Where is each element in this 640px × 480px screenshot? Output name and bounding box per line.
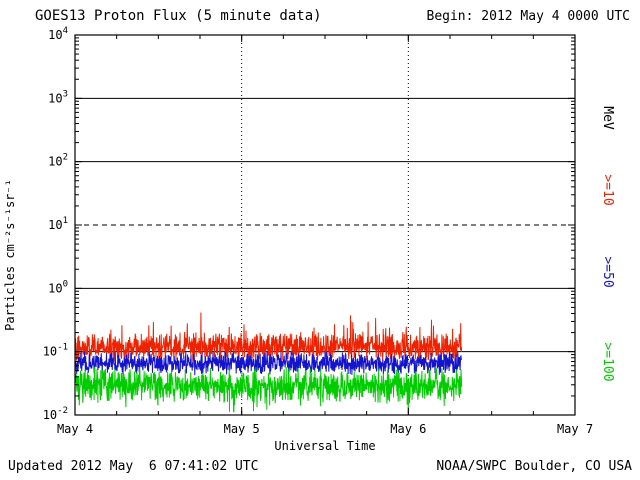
axis-ticks [74, 34, 576, 416]
y-axis-title: Particles cm⁻²s⁻¹sr⁻¹ [3, 179, 17, 331]
right-axis-unit-label: MeV [600, 106, 615, 130]
series-line-ge100 [74, 366, 463, 413]
x-axis-tick-labels: May 4 May 5 May 6 May 7 [57, 422, 593, 436]
y-axis-tick-label: 101 [48, 216, 68, 232]
right-axis-legend: MeV >=10 >=50 >=100 [600, 106, 615, 381]
y-axis-tick-label: 10-2 [43, 406, 68, 422]
x-axis-tick-label: May 6 [390, 422, 426, 436]
x-axis-title: Universal Time [274, 439, 375, 453]
chart-title: GOES13 Proton Flux (5 minute data) [35, 8, 322, 24]
y-axis-tick-label: 103 [48, 89, 68, 105]
x-axis-tick-label: May 5 [224, 422, 260, 436]
legend-label-ge50: >=50 [600, 256, 615, 287]
data-source-label: NOAA/SWPC Boulder, CO USA [436, 459, 632, 474]
updated-timestamp: Updated 2012 May 6 07:41:02 UTC [8, 459, 259, 474]
y-axis-tick-label: 100 [48, 279, 68, 295]
x-axis-tick-label: May 7 [557, 422, 593, 436]
y-axis-tick-labels: 104 103 102 101 100 10-1 10-2 [43, 26, 68, 422]
legend-label-ge100: >=100 [600, 342, 615, 381]
legend-label-ge10: >=10 [600, 174, 615, 205]
y-axis-tick-label: 102 [48, 153, 68, 169]
y-axis-tick-label: 104 [48, 26, 68, 42]
x-axis-tick-label: May 4 [57, 422, 93, 436]
series-lines [74, 312, 463, 413]
begin-time-label: Begin: 2012 May 4 0000 UTC [426, 9, 631, 24]
y-axis-tick-label: 10-1 [43, 343, 68, 359]
series-line-ge50 [74, 351, 463, 376]
series-line-ge10 [74, 312, 463, 363]
